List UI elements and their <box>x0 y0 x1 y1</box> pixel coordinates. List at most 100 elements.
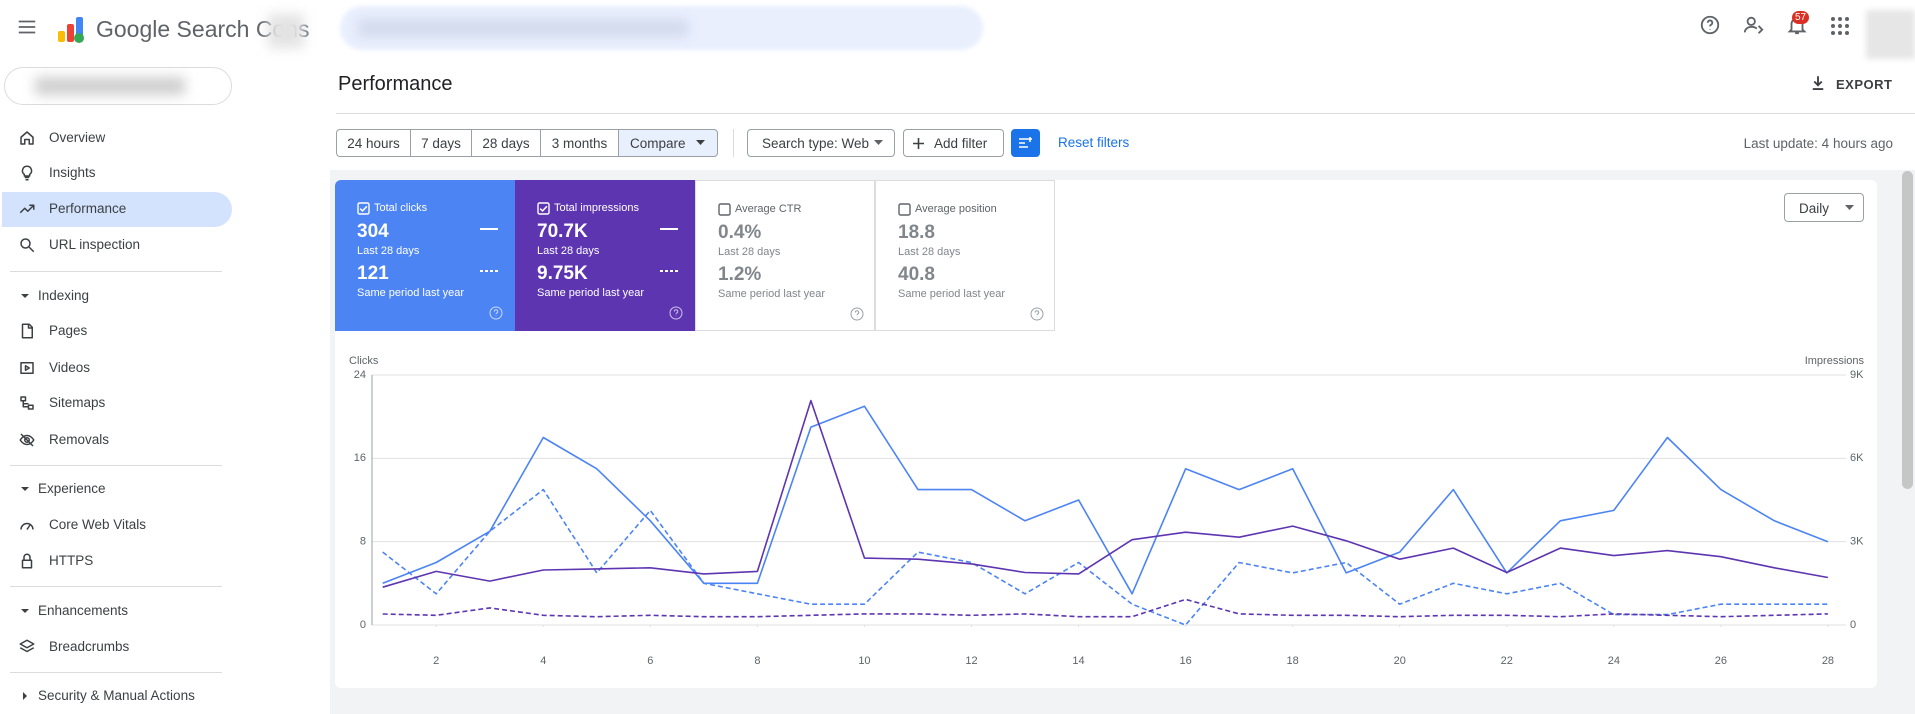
search-type-button[interactable]: Search type: Web <box>747 129 895 157</box>
nav-section-title[interactable]: Experience <box>38 481 106 496</box>
nav-item[interactable]: Overview <box>49 130 106 145</box>
metric-compare-value: 121 <box>357 263 389 284</box>
nav-icon <box>19 639 35 653</box>
date-range-button[interactable]: Compare <box>618 129 718 157</box>
export-icon[interactable] <box>1809 74 1827 92</box>
date-range-button[interactable]: 7 days <box>410 129 472 157</box>
apps-icon[interactable] <box>1830 16 1850 36</box>
nav-divider <box>10 586 222 587</box>
section-toggle[interactable] <box>20 484 30 494</box>
icon-path <box>20 238 35 253</box>
property-selector[interactable] <box>4 67 232 105</box>
metric-value: 0.4% <box>718 222 762 243</box>
caret-path <box>696 140 705 145</box>
date-range-button[interactable]: 24 hours <box>336 129 411 157</box>
help-mark <box>493 309 499 317</box>
metric-checkbox[interactable] <box>537 202 550 215</box>
metric-period: Last 28 days <box>718 246 781 258</box>
help-icon[interactable] <box>1699 14 1721 36</box>
checkbox-check <box>539 205 548 212</box>
nav-item[interactable]: Performance <box>49 201 127 216</box>
icon-path <box>20 131 34 145</box>
caret <box>874 140 883 145</box>
date-range-label: 7 days <box>421 136 461 151</box>
metric-checkbox[interactable] <box>718 203 731 216</box>
section-toggle[interactable] <box>20 606 30 616</box>
blur <box>358 19 688 37</box>
icon-path <box>21 553 33 569</box>
metric-value: 18.8 <box>898 222 935 243</box>
page-title: Performance <box>338 73 453 95</box>
nav-item[interactable]: Videos <box>49 360 91 375</box>
users-icon[interactable] <box>1743 14 1765 36</box>
nav-section-title[interactable]: Security & Manual Actions <box>38 688 195 703</box>
blur <box>35 77 185 95</box>
blur <box>268 14 304 48</box>
filter-icon <box>1019 137 1032 148</box>
granularity-label: Daily <box>1799 201 1830 216</box>
nav-item[interactable]: Core Web Vitals <box>49 517 147 532</box>
metric-value: 304 <box>357 221 389 242</box>
menu-icon[interactable] <box>16 16 38 38</box>
nav-icon <box>20 396 34 410</box>
help-circle <box>669 306 683 320</box>
date-range-label: Compare <box>630 136 686 151</box>
nav-item[interactable]: Insights <box>49 165 96 180</box>
help-circle <box>850 307 864 321</box>
nav-item[interactable]: URL inspection <box>49 237 141 252</box>
nav-item[interactable]: Removals <box>49 432 110 447</box>
metric-card[interactable]: Average position 18.8 Last 28 days 40.8 Same… <box>875 180 1055 331</box>
divider <box>336 113 1915 114</box>
add-filter-button[interactable]: Add filter <box>903 129 1004 157</box>
nav-icon <box>20 362 34 374</box>
nav-item[interactable]: HTTPS <box>49 553 94 568</box>
date-range-button[interactable]: 28 days <box>471 129 541 157</box>
date-range-button[interactable]: 3 months <box>540 129 619 157</box>
help-circle <box>489 306 503 320</box>
section-toggle[interactable] <box>20 291 30 301</box>
metric-checkbox[interactable] <box>898 203 911 216</box>
metric-help[interactable] <box>1030 307 1044 321</box>
metric-card[interactable]: Average CTR 0.4% Last 28 days 1.2% Same peri… <box>695 180 875 331</box>
metric-help[interactable] <box>669 306 683 320</box>
metric-card[interactable]: Total impressions 70.7K Last 28 days 9.75K S… <box>515 180 695 331</box>
nav-section-title[interactable]: Enhancements <box>38 603 129 618</box>
series-key <box>660 228 678 272</box>
nav-item[interactable]: Sitemaps <box>49 395 106 410</box>
caret <box>696 140 705 145</box>
icon-path <box>19 204 35 214</box>
nav-section-title[interactable]: Indexing <box>38 288 90 303</box>
metric-label: Average position <box>915 203 997 215</box>
reset-filters[interactable]: Reset filters <box>1058 135 1130 150</box>
avatar[interactable] <box>1866 10 1915 59</box>
toggle-arrow <box>23 692 27 700</box>
metric-checkbox[interactable] <box>357 202 370 215</box>
section-toggle[interactable] <box>20 691 30 701</box>
add-filter-label: Add filter <box>934 136 988 151</box>
nav-divider <box>10 271 222 272</box>
checkbox-box <box>898 203 911 216</box>
metric-card[interactable]: Total clicks 304 Last 28 days 121 Same perio… <box>335 180 515 331</box>
export-button[interactable]: EXPORT <box>1836 77 1893 92</box>
checkbox-box <box>537 202 550 215</box>
toggle-arrow <box>21 609 29 613</box>
nav-icon <box>20 238 35 253</box>
search-bar[interactable] <box>340 6 983 50</box>
icon-path <box>19 639 35 653</box>
help-mark <box>673 309 679 317</box>
nav-item[interactable]: Pages <box>49 323 88 338</box>
series-key <box>480 228 498 272</box>
granularity-dropdown[interactable]: Daily <box>1784 193 1864 222</box>
metric-period: Last 28 days <box>898 246 961 258</box>
nav-icon <box>20 522 34 530</box>
scrollbar[interactable] <box>1902 171 1913 489</box>
metric-help[interactable] <box>850 307 864 321</box>
metric-compare-value: 9.75K <box>537 263 588 284</box>
nav-item[interactable]: Breadcrumbs <box>49 639 130 654</box>
metric-help[interactable] <box>489 306 503 320</box>
icon-path <box>20 396 34 410</box>
filter-icon-button[interactable] <box>1011 129 1040 157</box>
toggle-arrow <box>21 487 29 491</box>
nav-divider <box>10 465 222 466</box>
